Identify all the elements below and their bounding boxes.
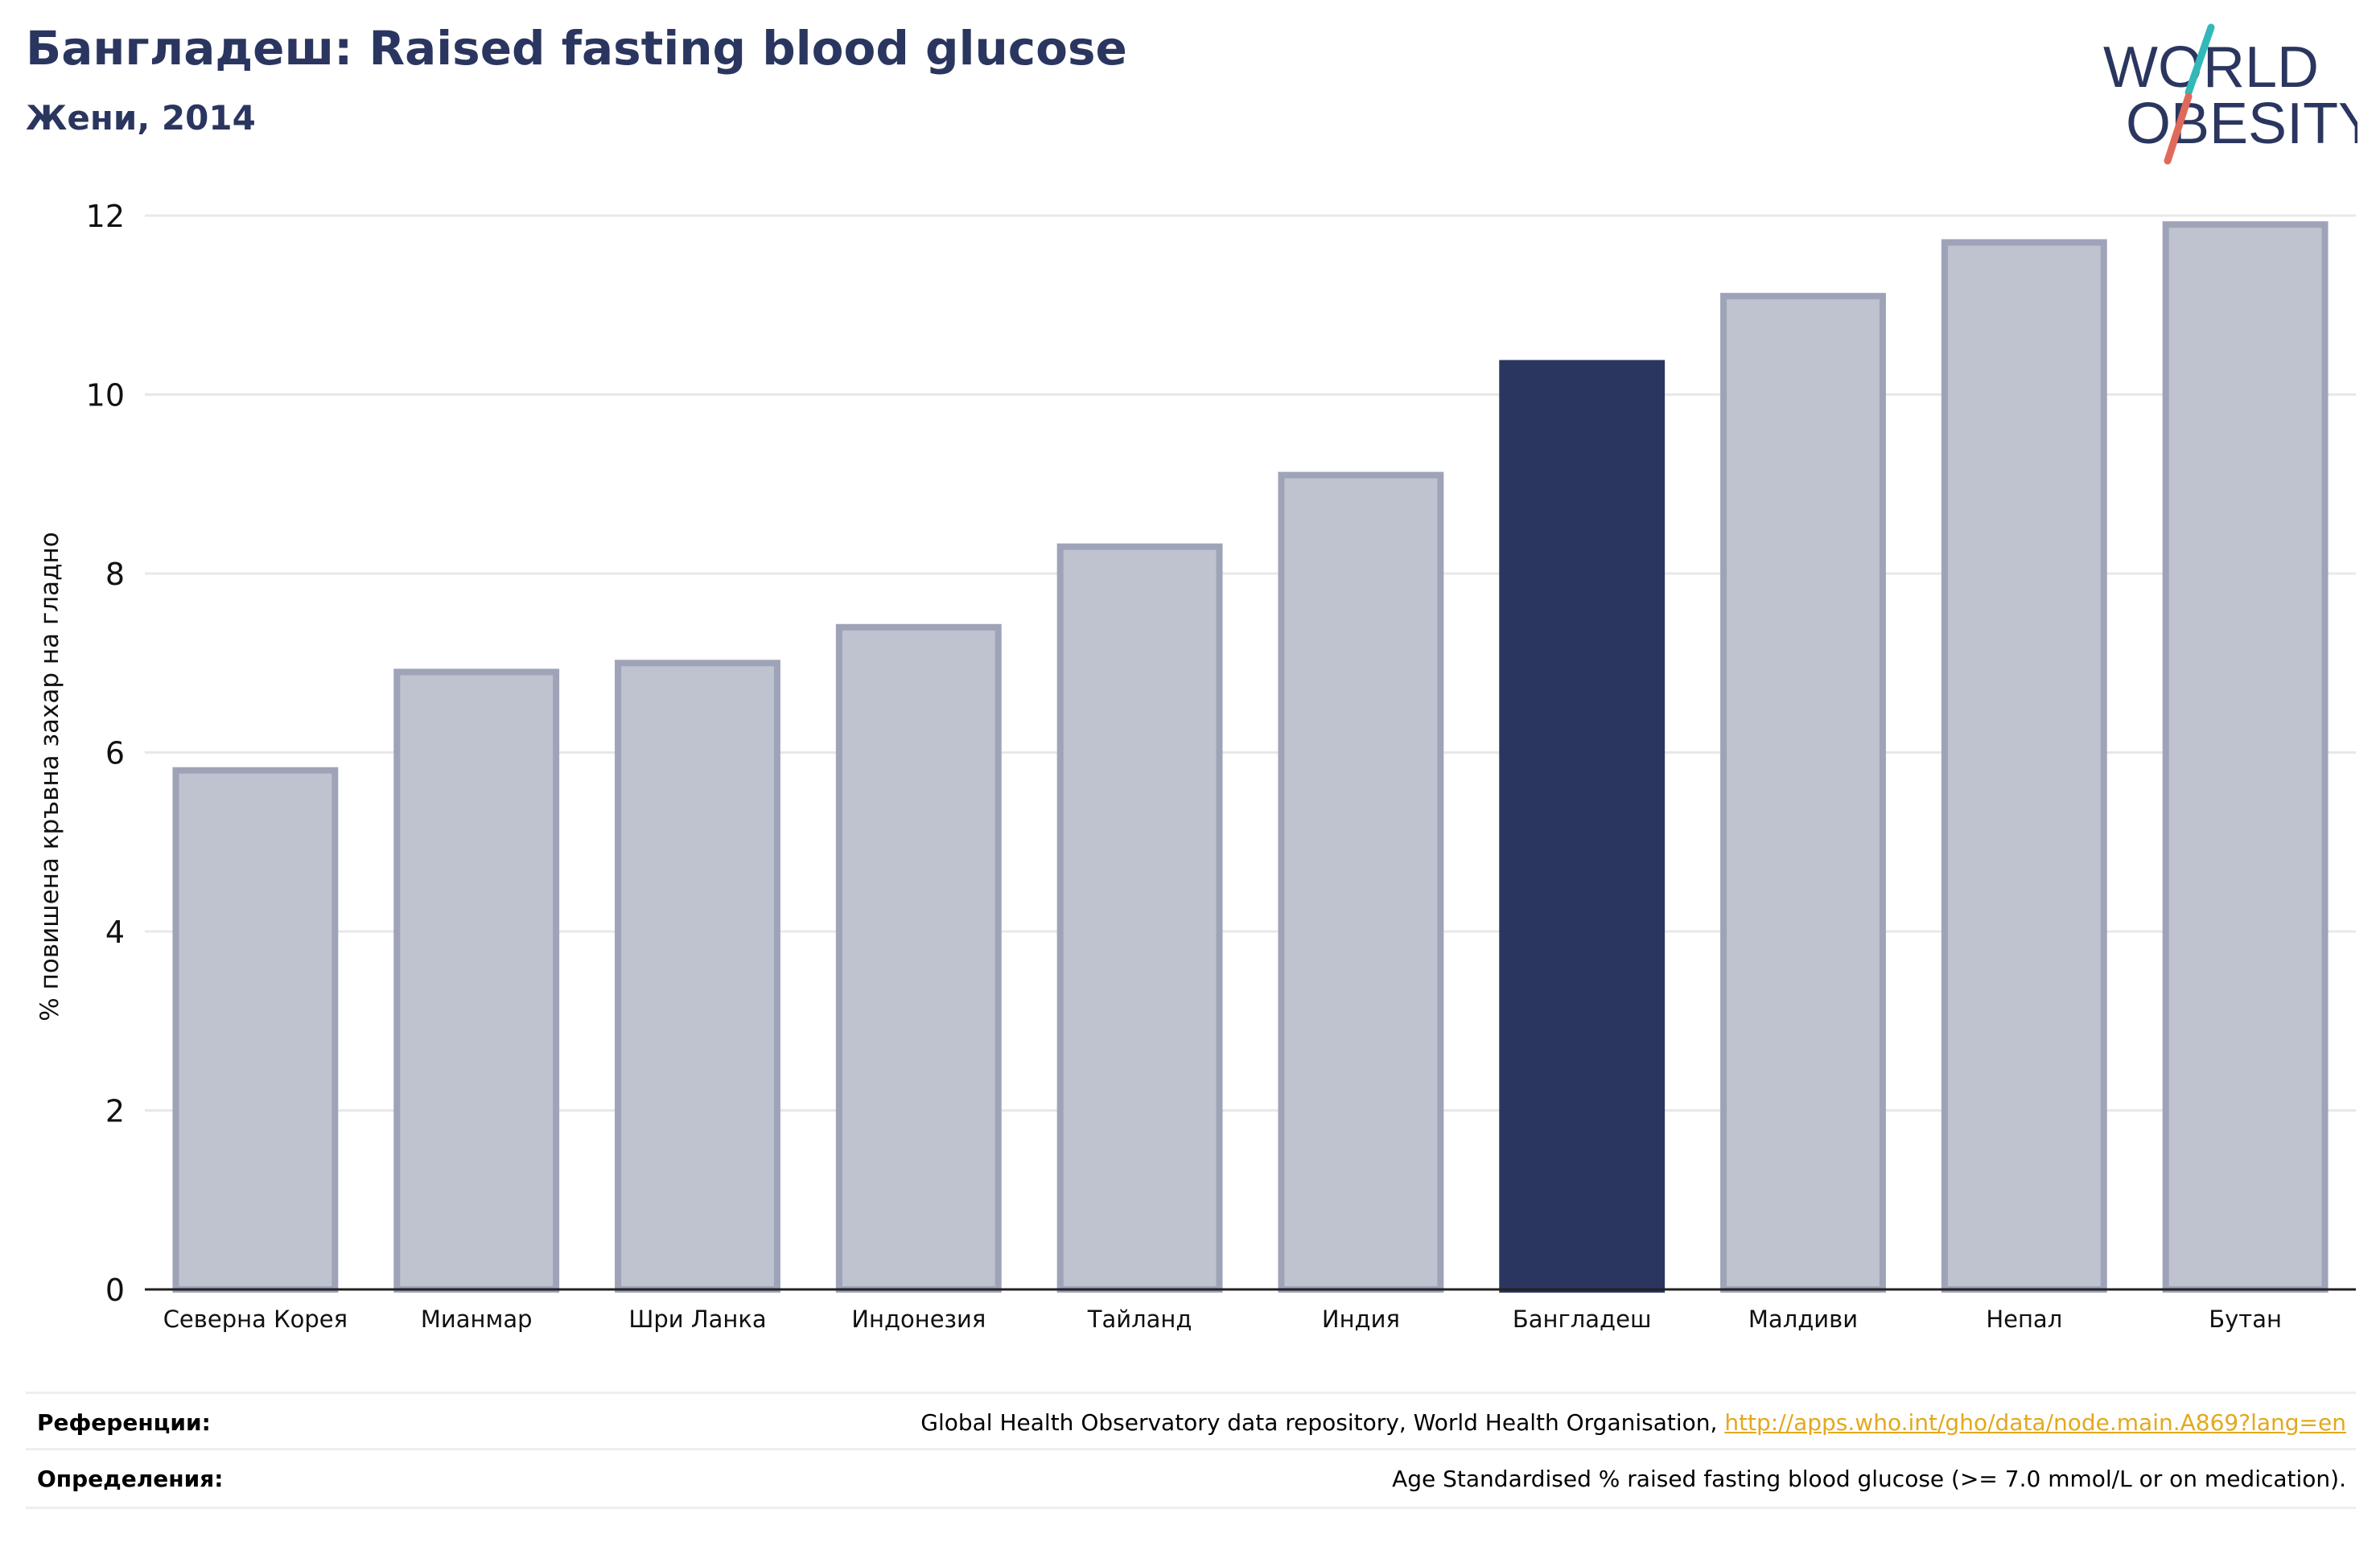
bars-layer [172, 221, 2329, 1293]
y-tick-label: 6 [105, 736, 125, 771]
x-tick-label: Индонезия [851, 1306, 986, 1333]
bar-3 [615, 660, 780, 1293]
logo-slash-teal [2184, 23, 2215, 97]
logo-text-obesity: OBESITY [2126, 92, 2357, 156]
references-link[interactable]: http://apps.who.int/gho/data/node.main.A… [1724, 1408, 2346, 1436]
x-tick-label: Тайланд [1087, 1306, 1192, 1333]
y-tick-label: 4 [105, 915, 125, 950]
x-tick-label: Непал [1986, 1306, 2062, 1333]
bar-5 [1056, 543, 1223, 1293]
y-tick-label: 8 [105, 557, 125, 592]
logo-text-world: WORLD [2103, 35, 2319, 100]
logo-slash-red [2164, 93, 2193, 165]
bar-chart: Северна Корея Мианмар Шри Ланка Индонезия Та… [35, 199, 2356, 1333]
definitions-value: Age Standardised % raised fasting blood … [1392, 1465, 2346, 1492]
bar-4 [835, 623, 1002, 1293]
x-tick-labels: Северна Корея Мианмар Шри Ланка Индонезия Та… [163, 1306, 2282, 1333]
references-text: Global Health Observatory data repositor… [920, 1408, 1725, 1436]
y-axis-label: % повишена кръвна захар на гладно [35, 532, 64, 1021]
x-tick-label: Малдиви [1748, 1306, 1858, 1333]
world-obesity-logo: WORLD OBESITY [2103, 23, 2357, 165]
bar-1 [172, 767, 339, 1293]
bar-6 [1278, 471, 1444, 1293]
definitions-row: Определения: Age Standardised % raised f… [26, 1448, 2356, 1509]
chart-subtitle: Жени, 2014 [26, 98, 256, 138]
x-tick-label: Бутан [2209, 1306, 2282, 1333]
x-tick-label: Индия [1322, 1306, 1400, 1333]
y-tick-label: 12 [86, 199, 125, 234]
y-tick-label: 0 [105, 1273, 125, 1308]
y-tick-label: 2 [105, 1094, 125, 1129]
references-value: Global Health Observatory data repositor… [920, 1409, 2356, 1436]
x-tick-label: Мианмар [421, 1306, 533, 1333]
bar-9 [1941, 239, 2107, 1293]
definitions-label: Определения: [37, 1465, 224, 1492]
bar-8 [1720, 293, 1886, 1293]
bar-7 [1499, 360, 1666, 1293]
x-tick-label: Шри Ланка [628, 1306, 766, 1333]
y-tick-label: 10 [86, 378, 125, 413]
bar-2 [393, 668, 560, 1293]
y-tick-labels: 0 2 4 6 8 10 12 [86, 199, 125, 1308]
bar-10 [2162, 221, 2329, 1293]
x-tick-label: Северна Корея [163, 1306, 348, 1333]
references-label: Референции: [37, 1408, 211, 1436]
references-row: Референции: Global Health Observatory da… [26, 1392, 2356, 1450]
x-tick-label: Бангладеш [1513, 1306, 1652, 1333]
chart-title: Бангладеш: Raised fasting blood glucose [26, 21, 1127, 76]
